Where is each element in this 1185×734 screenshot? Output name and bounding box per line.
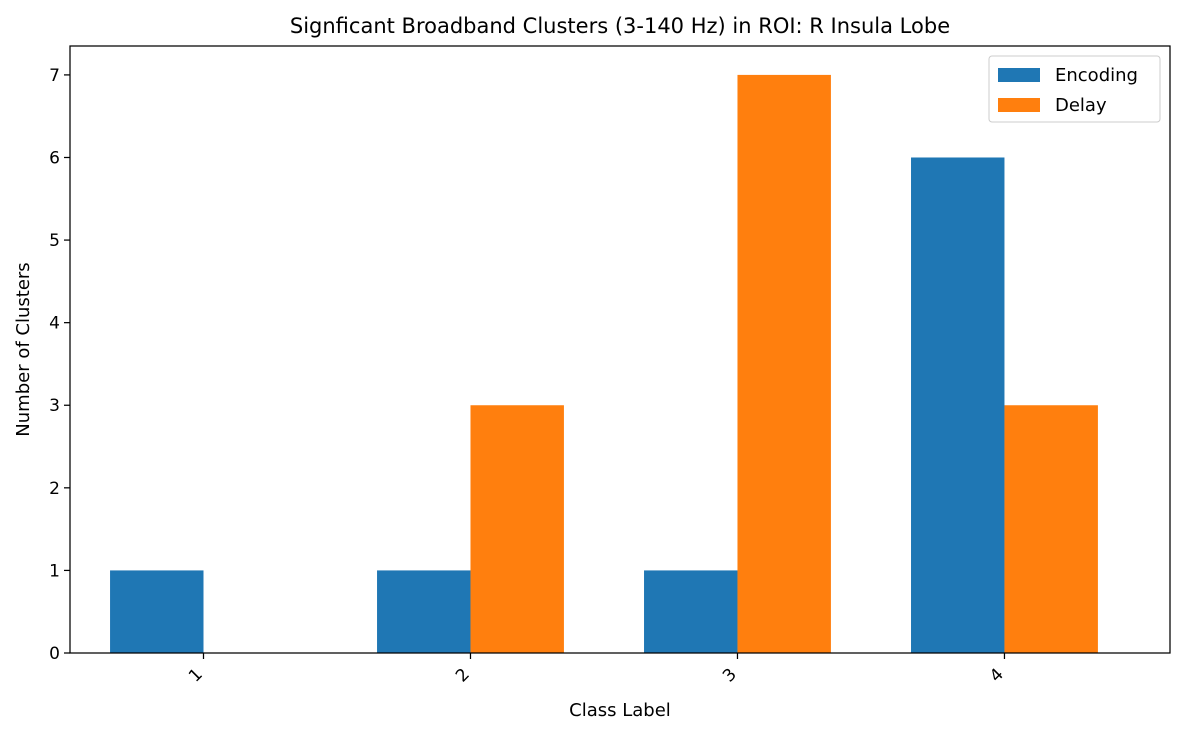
x-tick-label: 2 <box>452 665 474 687</box>
bar-encoding-class-2 <box>377 570 471 653</box>
y-tick-label: 3 <box>49 396 60 416</box>
chart-title: Signficant Broadband Clusters (3-140 Hz)… <box>290 14 950 38</box>
bar-delay-class-2 <box>470 405 564 653</box>
bar-delay-class-4 <box>1004 405 1098 653</box>
bars-layer <box>110 74 1098 653</box>
y-tick-label: 6 <box>49 148 60 168</box>
y-tick-label: 1 <box>49 561 60 581</box>
x-tick-label: 4 <box>986 665 1008 687</box>
y-tick-label: 2 <box>49 479 60 499</box>
axes-layer <box>69 45 1171 654</box>
y-tick-label: 0 <box>49 644 60 664</box>
x-tick-label: 3 <box>719 665 741 687</box>
y-tick-label: 7 <box>49 66 60 86</box>
bar-encoding-class-3 <box>644 570 738 653</box>
x-tick-label: 1 <box>185 665 207 687</box>
y-tick-label: 4 <box>49 314 60 334</box>
bar-delay-class-3 <box>737 74 831 653</box>
legend-swatch-encoding <box>998 68 1040 82</box>
y-axis-label: Number of Clusters <box>13 262 34 436</box>
legend: Encoding Delay <box>988 55 1161 123</box>
x-axis-label: Class Label <box>569 700 671 721</box>
legend-label-delay: Delay <box>1055 95 1107 116</box>
bar-encoding-class-4 <box>911 157 1005 653</box>
legend-label-encoding: Encoding <box>1055 65 1138 86</box>
plot-frame <box>69 45 1171 654</box>
legend-swatch-delay <box>998 98 1040 112</box>
y-tick-label: 5 <box>49 231 60 251</box>
bar-encoding-class-1 <box>110 570 204 653</box>
